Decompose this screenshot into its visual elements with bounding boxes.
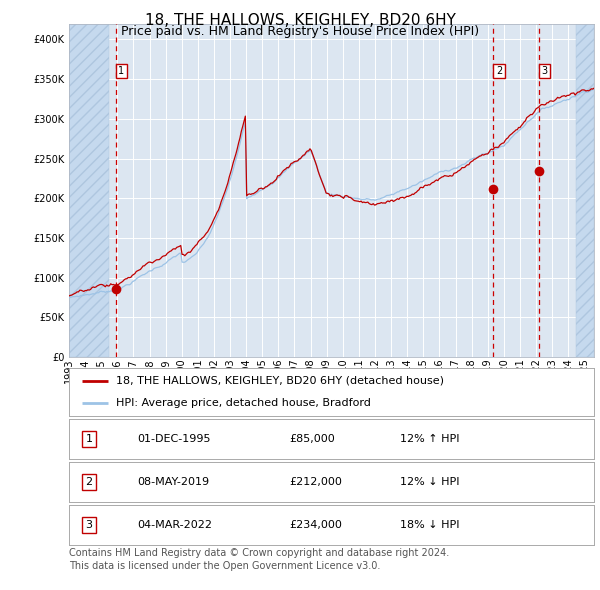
Bar	[69, 24, 109, 357]
Text: 01-DEC-1995: 01-DEC-1995	[137, 434, 211, 444]
Text: 04-MAR-2022: 04-MAR-2022	[137, 520, 212, 530]
Text: 1: 1	[118, 66, 125, 76]
Text: £234,000: £234,000	[290, 520, 343, 530]
Bar	[576, 24, 594, 357]
Text: £212,000: £212,000	[290, 477, 343, 487]
Text: 2: 2	[496, 66, 502, 76]
Text: HPI: Average price, detached house, Bradford: HPI: Average price, detached house, Brad…	[116, 398, 371, 408]
Bar	[69, 24, 109, 357]
Text: 18% ↓ HPI: 18% ↓ HPI	[400, 520, 459, 530]
Text: Contains HM Land Registry data © Crown copyright and database right 2024.: Contains HM Land Registry data © Crown c…	[69, 548, 449, 558]
Text: 2: 2	[85, 477, 92, 487]
Text: 08-MAY-2019: 08-MAY-2019	[137, 477, 209, 487]
Text: 3: 3	[541, 66, 547, 76]
Text: £85,000: £85,000	[290, 434, 335, 444]
Text: 12% ↓ HPI: 12% ↓ HPI	[400, 477, 459, 487]
Text: 18, THE HALLOWS, KEIGHLEY, BD20 6HY (detached house): 18, THE HALLOWS, KEIGHLEY, BD20 6HY (det…	[116, 376, 444, 386]
Text: Price paid vs. HM Land Registry's House Price Index (HPI): Price paid vs. HM Land Registry's House …	[121, 25, 479, 38]
Text: This data is licensed under the Open Government Licence v3.0.: This data is licensed under the Open Gov…	[69, 561, 380, 571]
Text: 12% ↑ HPI: 12% ↑ HPI	[400, 434, 459, 444]
Text: 1: 1	[85, 434, 92, 444]
Bar	[576, 24, 594, 357]
Text: 3: 3	[85, 520, 92, 530]
Text: 18, THE HALLOWS, KEIGHLEY, BD20 6HY: 18, THE HALLOWS, KEIGHLEY, BD20 6HY	[145, 13, 455, 28]
